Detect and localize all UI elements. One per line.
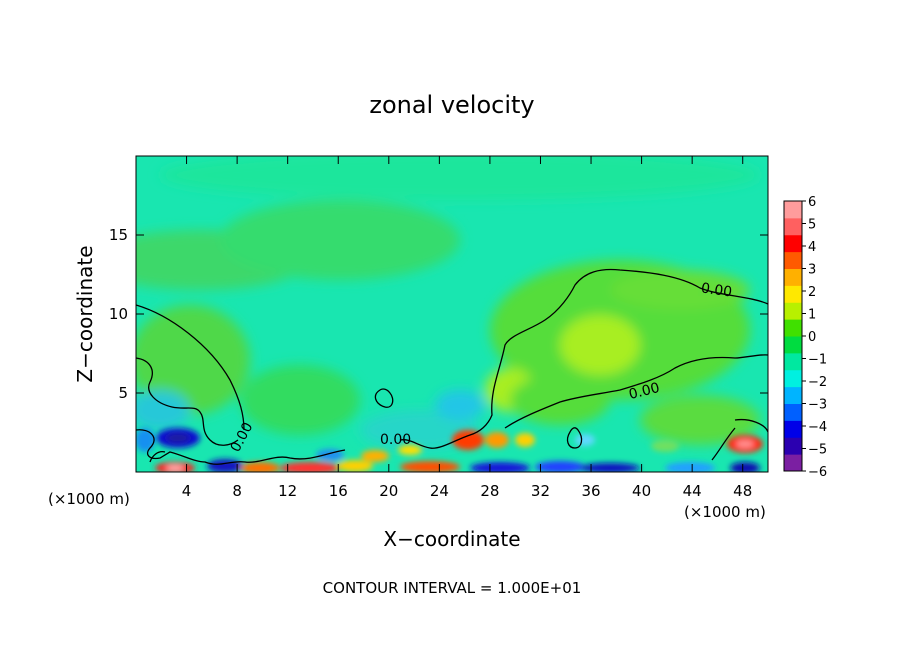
x-unit-right: (×1000 m): [684, 503, 766, 521]
colorbar-swatch: [784, 201, 802, 219]
colorbar-tick-label: −2: [808, 375, 827, 390]
x-tick-label: 4: [182, 482, 192, 500]
contour-interval-note: CONTOUR INTERVAL = 1.000E+01: [323, 579, 582, 597]
colorbar-tick-label: 0: [808, 330, 816, 345]
colorbar-swatch: [784, 403, 802, 421]
colorbar-swatch: [784, 336, 802, 354]
colorbar-tick-label: −5: [808, 443, 827, 458]
x-tick-label: 16: [329, 482, 348, 500]
colorbar-swatch: [784, 454, 802, 472]
colorbar-swatch: [784, 352, 802, 371]
contour-label: 0.00: [700, 280, 733, 300]
x-tick-label: 28: [480, 482, 499, 500]
colorbar-swatch: [784, 319, 802, 337]
x-tick-label: 24: [430, 482, 449, 500]
x-tick-label: 40: [632, 482, 651, 500]
colorbar-swatch: [784, 386, 802, 404]
colorbar-swatch: [784, 302, 802, 320]
colorbar-tick-label: 1: [808, 308, 816, 323]
x-tick-label: 8: [232, 482, 242, 500]
y-tick-label: 5: [118, 384, 128, 402]
colorbar-swatch: [784, 285, 802, 303]
colorbar-tick-label: −4: [808, 420, 827, 435]
colorbar-tick-label: −3: [808, 398, 827, 413]
colorbar-tick-label: 5: [808, 218, 816, 233]
y-axis-label: Z−coordinate: [73, 245, 97, 382]
colorbar-swatch: [784, 234, 802, 253]
colorbar-tick-label: 4: [808, 240, 816, 255]
x-tick-label: 36: [581, 482, 600, 500]
colorbar-tick-label: 3: [808, 263, 816, 278]
colorbar-tick-label: −1: [808, 353, 827, 368]
zero-contours: [136, 268, 768, 465]
colorbar-swatch: [784, 251, 802, 269]
x-unit-left: (×1000 m): [48, 490, 130, 508]
colorbar: 6 5 4 3 2 1 0 −1 −2 −3 −4 −5 −6: [783, 195, 827, 480]
x-tick-label: 20: [379, 482, 398, 500]
colorbar-swatch: [784, 420, 802, 438]
x-axis: 4 8 12 16 20 24 28 32 36 40 44 48: [182, 156, 752, 500]
colorbar-swatch: [784, 268, 802, 286]
chart-title: zonal velocity: [369, 91, 534, 119]
colorbar-swatch: [784, 437, 802, 455]
x-axis-label: X−coordinate: [383, 527, 520, 551]
y-axis: 5 10 15: [109, 226, 768, 402]
x-tick-label: 12: [278, 482, 297, 500]
y-tick-label: 15: [109, 226, 128, 244]
x-tick-label: 44: [683, 482, 702, 500]
y-tick-label: 10: [109, 305, 128, 323]
colorbar-tick-label: −6: [808, 465, 827, 480]
colorbar-swatch: [784, 369, 802, 388]
contour-label: 0.00: [380, 432, 411, 448]
contour-label: 0.00: [627, 380, 661, 403]
velocity-field: 0.00 0.00 0.00 0.00: [136, 156, 768, 472]
x-tick-label: 32: [531, 482, 550, 500]
x-tick-label: 48: [733, 482, 752, 500]
colorbar-tick-label: 6: [808, 195, 816, 210]
colorbar-tick-label: 2: [808, 285, 816, 300]
colorbar-swatch: [784, 217, 802, 236]
